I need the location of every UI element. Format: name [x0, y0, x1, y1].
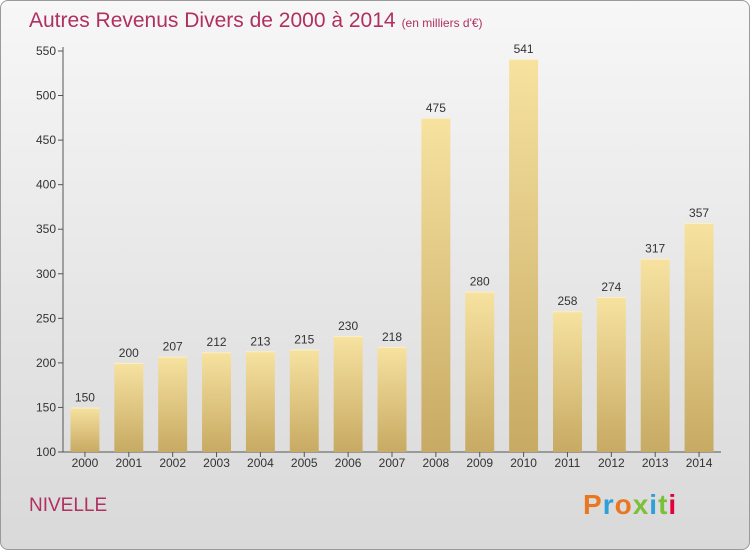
x-tick-label: 2008: [423, 456, 450, 470]
logo-letter: o: [614, 489, 633, 520]
bar-2005: [289, 349, 319, 452]
value-label: 475: [426, 101, 446, 115]
value-label: 212: [207, 335, 227, 349]
value-label: 218: [382, 330, 402, 344]
bar-2009: [465, 291, 495, 452]
value-label: 215: [294, 333, 314, 347]
value-label: 274: [601, 280, 621, 294]
commune-name: NIVELLE: [29, 495, 108, 516]
chart-unit: (en milliers d'€): [401, 16, 483, 30]
bars: [70, 59, 714, 453]
x-tick-label: 2009: [466, 456, 493, 470]
x-tick-label: 2002: [159, 456, 186, 470]
logo-letter: P: [583, 489, 603, 520]
value-label: 230: [338, 319, 358, 333]
x-tick-label: 2004: [247, 456, 274, 470]
x-tick-label: 2003: [203, 456, 230, 470]
bar-2002: [158, 356, 188, 452]
x-tick-label: 2001: [115, 456, 142, 470]
value-label: 541: [514, 42, 534, 56]
y-tick-label: 500: [36, 89, 56, 103]
bar-2004: [245, 351, 275, 452]
x-tick-label: 2007: [379, 456, 406, 470]
x-tick-label: 2014: [686, 456, 713, 470]
bar-2006: [333, 336, 363, 452]
bar-2014: [684, 222, 714, 452]
value-label: 317: [645, 242, 665, 256]
logo-letter: x: [632, 489, 650, 520]
x-tick-label: 2006: [335, 456, 362, 470]
value-label: 357: [689, 206, 709, 220]
bar-2008: [421, 117, 451, 452]
y-tick-label: 550: [36, 44, 56, 58]
proxiti-logo: Proxiti: [583, 489, 677, 521]
y-tick-label: 350: [36, 222, 56, 236]
logo-letter: i: [668, 489, 678, 520]
bar-2011: [552, 311, 582, 452]
y-tick-label: 450: [36, 133, 56, 147]
x-tick-label: 2012: [598, 456, 625, 470]
bar-2007: [377, 346, 407, 452]
value-label: 258: [557, 294, 577, 308]
x-tick-label: 2000: [72, 456, 99, 470]
x-tick-label: 2011: [555, 456, 581, 470]
bar-2000: [70, 407, 100, 452]
labels: 2000 150 2001 200 2002 207 2003 212 2004 213 2005 2…: [72, 42, 713, 470]
logo-letter: t: [658, 489, 669, 520]
chart-title-text: Autres Revenus Divers de 2000 à 2014: [29, 9, 396, 32]
x-tick-label: 2013: [642, 456, 669, 470]
y-tick-label: 100: [36, 445, 56, 459]
x-tick-label: 2010: [510, 456, 537, 470]
y-tick-label: 200: [36, 356, 56, 370]
bar-2012: [596, 296, 626, 452]
bar-2010: [509, 59, 539, 453]
value-label: 200: [119, 346, 139, 360]
logo-letter: i: [649, 489, 659, 520]
value-label: 150: [75, 390, 95, 404]
value-label: 213: [250, 334, 270, 348]
y-tick-label: 300: [36, 267, 56, 281]
logo-letter: r: [602, 489, 615, 520]
value-label: 280: [470, 275, 490, 289]
bar-2001: [114, 362, 144, 452]
bar-2013: [640, 258, 670, 452]
chart-title: Autres Revenus Divers de 2000 à 2014 (en …: [29, 9, 483, 33]
value-label: 207: [163, 340, 183, 354]
y-tick-label: 150: [36, 400, 56, 414]
bar-2003: [202, 352, 232, 452]
y-tick-label: 400: [36, 178, 56, 192]
y-tick-label: 250: [36, 311, 56, 325]
x-tick-label: 2005: [291, 456, 318, 470]
